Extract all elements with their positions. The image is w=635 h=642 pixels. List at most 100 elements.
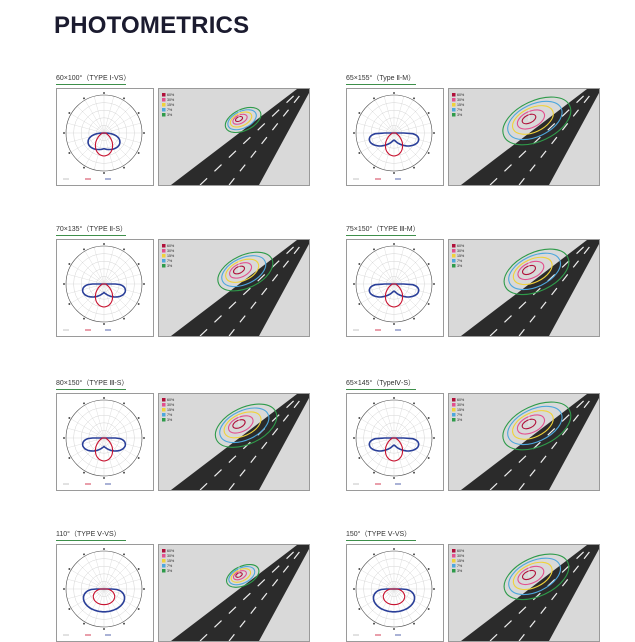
- isolux-contour: [223, 411, 262, 439]
- cell-label: 60×100°（TYPE Ⅰ-VS）: [56, 75, 131, 82]
- legend-label: 7%: [457, 564, 463, 568]
- legend-label: 3%: [167, 113, 173, 117]
- photometric-cell: 80×150°（TYPE Ⅲ-S） 60% 30% 15% 7% 3%: [56, 378, 316, 491]
- road-surface: [171, 240, 309, 336]
- isolux-contour: [502, 401, 572, 451]
- cell-label: 65×145°（TypeⅣ-S）: [346, 380, 415, 387]
- legend-label: 60%: [457, 244, 465, 248]
- isolux-contour: [517, 260, 545, 281]
- polar-curve-blue: [372, 588, 416, 613]
- legend-label: 15%: [167, 103, 175, 107]
- isolux-contour: [226, 563, 260, 588]
- label-underline: [346, 84, 416, 85]
- polar-diagram: [346, 239, 444, 337]
- legend-label: 60%: [167, 398, 175, 402]
- polar-curve-red: [382, 588, 406, 606]
- photometric-cell: 65×145°（TypeⅣ-S） 60% 30% 15% 7% 3%: [346, 378, 606, 491]
- isolux-contour: [502, 96, 572, 146]
- isolux-contour: [230, 568, 252, 583]
- polar-curve-blue: [81, 283, 127, 298]
- legend-label: 7%: [457, 108, 463, 112]
- legend-label: 60%: [167, 549, 175, 553]
- legend-label: 3%: [167, 569, 173, 573]
- legend-label: 7%: [457, 259, 463, 263]
- isolux-contour: [516, 109, 546, 130]
- photometric-cell: 150°（TYPE Ⅴ-VS） 60% 30% 15% 7% 3%: [346, 529, 606, 642]
- polar-curve-blue: [368, 132, 420, 147]
- road-surface: [171, 545, 309, 641]
- cell-label: 110°（TYPE Ⅴ-VS）: [56, 531, 121, 538]
- legend-label: 3%: [457, 569, 463, 573]
- isolux-contour: [219, 407, 270, 444]
- isolux-contour: [234, 115, 244, 123]
- legend-label: 15%: [167, 559, 175, 563]
- legend-label: 3%: [457, 264, 463, 268]
- polar-curve-red: [94, 283, 114, 308]
- road-surface: [171, 89, 309, 185]
- legend-label: 15%: [457, 103, 465, 107]
- photometric-cell: 110°（TYPE Ⅴ-VS） 60% 30% 15% 7% 3%: [56, 529, 316, 642]
- photometric-cell: 70×135°（TYPE Ⅱ-S） 60% 30% 15% 7% 3%: [56, 224, 316, 337]
- cell-label: 75×150°（TYPE Ⅲ-M）: [346, 226, 420, 233]
- isolux-contour: [221, 255, 267, 288]
- polar-curve-red: [384, 132, 404, 157]
- polar-curve-blue: [82, 588, 126, 613]
- legend-label: 30%: [457, 554, 465, 558]
- road-isolux-diagram: 60% 30% 15% 7% 3%: [448, 239, 600, 337]
- road-isolux-diagram: 60% 30% 15% 7% 3%: [158, 544, 310, 642]
- road-surface: [461, 545, 599, 641]
- road-isolux-diagram: 60% 30% 15% 7% 3%: [448, 88, 600, 186]
- legend-label: 60%: [457, 93, 465, 97]
- legend-label: 7%: [167, 564, 173, 568]
- label-underline: [56, 235, 126, 236]
- isolux-contour: [507, 100, 563, 141]
- isolux-contour: [512, 105, 554, 135]
- photometric-cell: 65×155°（Type Ⅱ-M） 60% 30% 15% 7% 3%: [346, 73, 606, 186]
- legend-label: 7%: [167, 413, 173, 417]
- label-underline: [346, 540, 416, 541]
- polar-diagram: [346, 544, 444, 642]
- polar-curve-red: [384, 283, 404, 308]
- isolux-contour: [214, 403, 278, 448]
- road-isolux-diagram: 60% 30% 15% 7% 3%: [158, 393, 310, 491]
- polar-curve-blue: [368, 437, 420, 452]
- legend-label: 30%: [167, 98, 175, 102]
- road-isolux-diagram: 60% 30% 15% 7% 3%: [158, 239, 310, 337]
- polar-curve-red: [94, 437, 114, 462]
- label-underline: [56, 84, 126, 85]
- isolux-contour: [508, 557, 561, 596]
- isolux-contour: [227, 109, 257, 131]
- isolux-contour: [503, 553, 570, 601]
- legend-label: 7%: [457, 413, 463, 417]
- isolux-contour: [235, 572, 243, 578]
- isolux-contour: [232, 419, 246, 429]
- page-title: PHOTOMETRICS: [54, 12, 250, 39]
- isolux-contour: [229, 111, 253, 128]
- isolux-contour: [512, 561, 553, 591]
- isolux-contour: [217, 251, 274, 292]
- legend-label: 3%: [457, 418, 463, 422]
- polar-diagram: [56, 239, 154, 337]
- polar-diagram: [56, 393, 154, 491]
- cell-label: 70×135°（TYPE Ⅱ-S）: [56, 226, 128, 233]
- polar-diagram: [346, 393, 444, 491]
- legend-label: 3%: [167, 264, 173, 268]
- isolux-contour: [521, 113, 537, 125]
- polar-diagram: [56, 88, 154, 186]
- legend-label: 30%: [167, 554, 175, 558]
- road-isolux-diagram: 60% 30% 15% 7% 3%: [448, 544, 600, 642]
- legend-label: 60%: [167, 244, 175, 248]
- isolux-contour: [521, 569, 537, 581]
- road-surface: [461, 394, 599, 490]
- polar-curve-red: [92, 588, 116, 606]
- label-underline: [56, 389, 126, 390]
- legend-label: 30%: [167, 403, 175, 407]
- legend-label: 3%: [457, 113, 463, 117]
- polar-curve-red: [94, 132, 114, 157]
- isolux-contour: [228, 566, 256, 586]
- legend-label: 30%: [167, 249, 175, 253]
- isolux-contour: [224, 106, 262, 134]
- polar-curve-blue: [87, 132, 121, 151]
- cell-label: 65×155°（Type Ⅱ-M）: [346, 75, 416, 82]
- polar-diagram: [56, 544, 154, 642]
